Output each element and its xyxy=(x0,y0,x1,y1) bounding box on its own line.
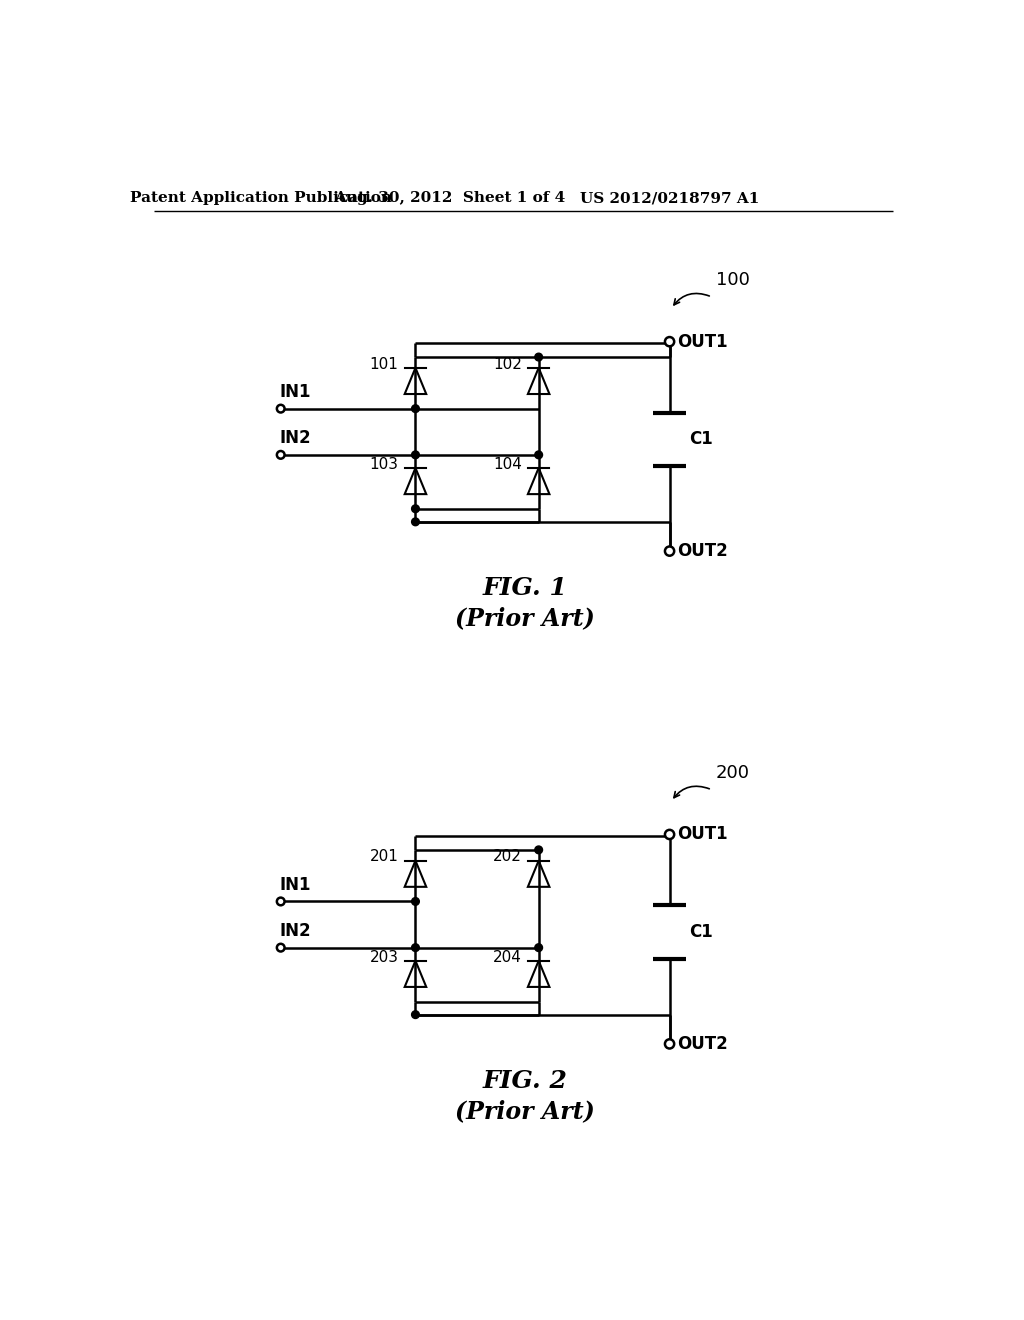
Text: Patent Application Publication: Patent Application Publication xyxy=(130,191,392,206)
Text: Aug. 30, 2012  Sheet 1 of 4: Aug. 30, 2012 Sheet 1 of 4 xyxy=(335,191,565,206)
Text: (Prior Art): (Prior Art) xyxy=(455,1098,595,1123)
Circle shape xyxy=(276,898,285,906)
Circle shape xyxy=(276,405,285,413)
Text: IN2: IN2 xyxy=(280,921,311,940)
Text: C1: C1 xyxy=(689,923,713,941)
Text: OUT1: OUT1 xyxy=(677,825,728,843)
Circle shape xyxy=(535,944,543,952)
Text: 102: 102 xyxy=(493,356,521,372)
Circle shape xyxy=(412,1011,419,1019)
Text: 202: 202 xyxy=(493,850,521,865)
Circle shape xyxy=(535,354,543,360)
Text: 203: 203 xyxy=(370,949,398,965)
Text: US 2012/0218797 A1: US 2012/0218797 A1 xyxy=(580,191,759,206)
Text: OUT2: OUT2 xyxy=(677,1035,728,1053)
Text: 204: 204 xyxy=(493,949,521,965)
Circle shape xyxy=(412,504,419,512)
Text: IN2: IN2 xyxy=(280,429,311,447)
Text: 200: 200 xyxy=(716,764,750,783)
Text: OUT1: OUT1 xyxy=(677,333,728,351)
Text: FIG. 2: FIG. 2 xyxy=(482,1069,567,1093)
Circle shape xyxy=(665,1039,674,1048)
Text: 101: 101 xyxy=(370,356,398,372)
Text: IN1: IN1 xyxy=(280,875,310,894)
Circle shape xyxy=(412,517,419,525)
Circle shape xyxy=(412,405,419,413)
Circle shape xyxy=(535,846,543,854)
Circle shape xyxy=(412,451,419,459)
Text: 103: 103 xyxy=(370,457,398,471)
Text: C1: C1 xyxy=(689,430,713,449)
Circle shape xyxy=(665,546,674,556)
Circle shape xyxy=(412,944,419,952)
Circle shape xyxy=(535,451,543,459)
Text: IN1: IN1 xyxy=(280,383,310,401)
Text: 104: 104 xyxy=(493,457,521,471)
Text: FIG. 1: FIG. 1 xyxy=(482,576,567,601)
Text: OUT2: OUT2 xyxy=(677,543,728,560)
Text: (Prior Art): (Prior Art) xyxy=(455,606,595,630)
Circle shape xyxy=(412,898,419,906)
Circle shape xyxy=(665,337,674,346)
Text: 100: 100 xyxy=(716,272,750,289)
Circle shape xyxy=(276,944,285,952)
Circle shape xyxy=(276,451,285,459)
Circle shape xyxy=(665,830,674,840)
Text: 201: 201 xyxy=(370,850,398,865)
